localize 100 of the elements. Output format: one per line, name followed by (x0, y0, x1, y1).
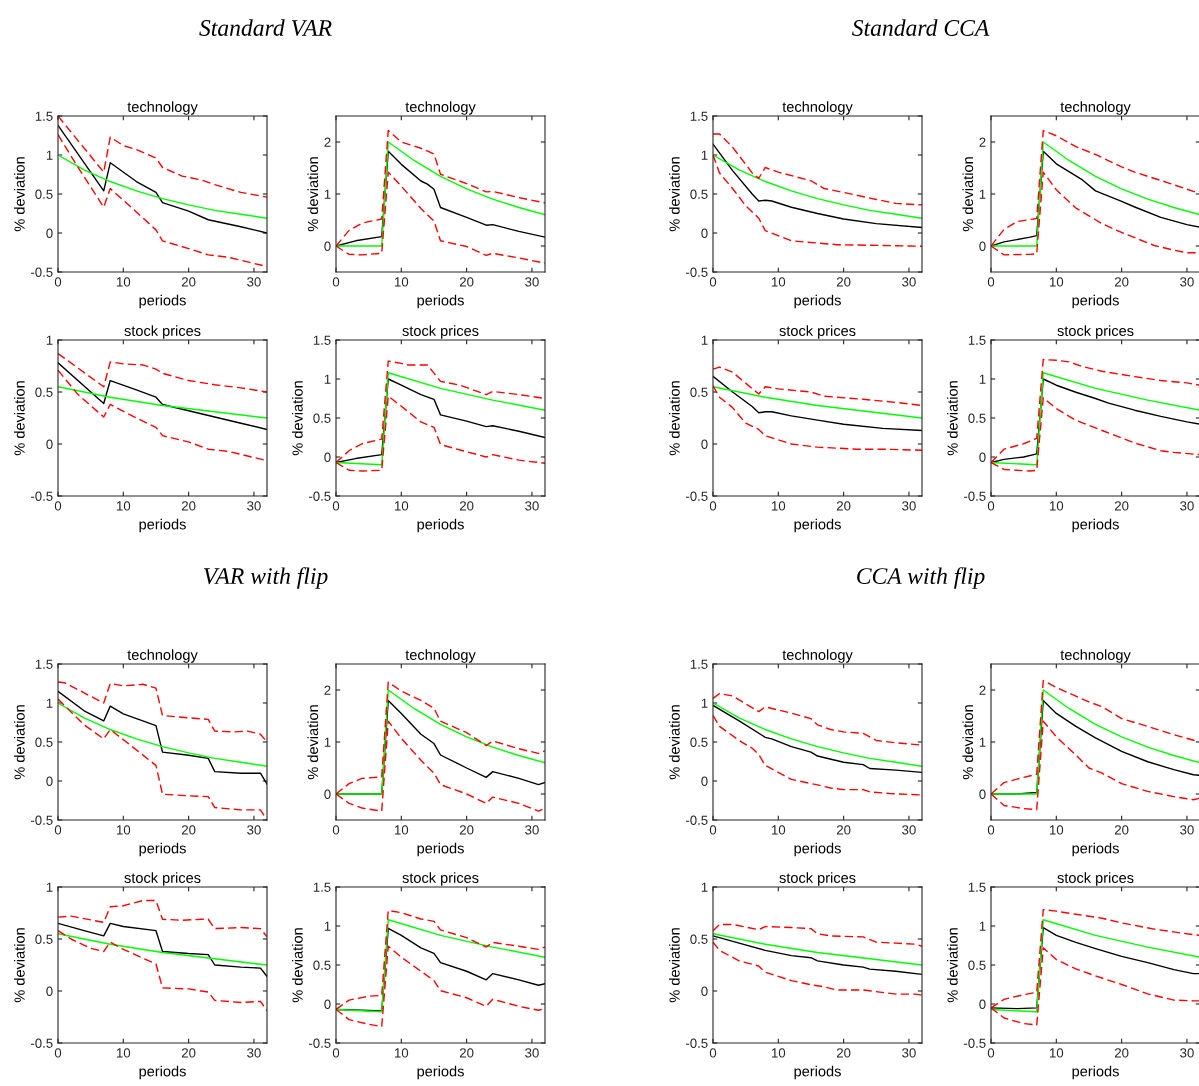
y-tick-label: 1 (701, 150, 708, 160)
y-tick-label: 0 (324, 789, 331, 799)
y-tick-label: 0.5 (35, 189, 53, 199)
y-tick-label: 1.5 (313, 335, 331, 345)
y-axis-title: % deviation (14, 928, 25, 1003)
y-tick-label: 1.5 (968, 882, 986, 892)
y-axis-title: % deviation (292, 381, 303, 456)
y-axis-title: % deviation (307, 157, 319, 232)
x-tick-label: 10 (394, 501, 409, 511)
line-series (58, 702, 267, 767)
x-tick-label: 0 (332, 1048, 340, 1058)
x-tick-label: 10 (771, 277, 786, 287)
y-tick-label: 1 (979, 737, 986, 747)
line-series (58, 369, 267, 462)
x-tick-label: 20 (459, 1048, 474, 1058)
x-axis-title: periods (1072, 1065, 1119, 1080)
line-series (713, 154, 922, 219)
x-axis-title: periods (794, 294, 841, 309)
x-tick-label: 10 (116, 825, 131, 835)
y-tick-label: 0.5 (968, 960, 986, 970)
y-axis-title: % deviation (292, 928, 303, 1003)
line-series (713, 366, 922, 407)
x-tick-label: 0 (54, 277, 62, 287)
y-tick-label: -0.5 (685, 815, 708, 825)
x-tick-label: 20 (836, 825, 851, 835)
y-tick-label: 1 (701, 698, 708, 708)
y-tick-label: 0 (701, 986, 708, 996)
x-tick-label: 20 (459, 501, 474, 511)
x-tick-label: 0 (987, 277, 995, 287)
y-tick-label: 0 (46, 228, 53, 238)
x-tick-label: 10 (1049, 825, 1064, 835)
y-tick-label: 2 (324, 137, 331, 147)
y-tick-label: 2 (979, 137, 986, 147)
y-tick-label: 1 (701, 335, 708, 345)
y-axis-title: % deviation (14, 705, 25, 780)
x-tick-label: 30 (247, 277, 261, 287)
line-series (713, 692, 922, 746)
y-tick-label: 1 (46, 882, 53, 892)
y-tick-label: -0.5 (308, 491, 331, 501)
y-tick-label: 0 (46, 986, 53, 996)
x-tick-label: 30 (902, 501, 916, 511)
chart-title: stock prices (402, 325, 479, 339)
x-axis-title: periods (1072, 518, 1119, 533)
chart-subtitle: CCA with flip (857, 567, 985, 589)
y-tick-label: 0 (46, 439, 53, 449)
chart-title: stock prices (779, 325, 856, 339)
x-tick-label: 0 (987, 1048, 995, 1058)
chart-title: technology (782, 649, 853, 663)
chart-title: technology (127, 101, 198, 115)
x-tick-label: 20 (459, 825, 474, 835)
chart-title: stock prices (1057, 872, 1134, 886)
chart-title: stock prices (402, 872, 479, 886)
y-tick-label: 0 (979, 241, 986, 251)
y-tick-label: -0.5 (963, 491, 986, 501)
y-tick-label: 1 (979, 189, 986, 199)
x-tick-label: 20 (181, 825, 196, 835)
y-tick-label: 1.5 (35, 111, 53, 121)
x-axis-title: periods (139, 1065, 186, 1080)
chart-subtitle: Standard CCA (852, 19, 990, 36)
x-tick-label: 20 (1114, 825, 1129, 835)
x-tick-label: 10 (116, 501, 131, 511)
y-tick-label: 1.5 (690, 111, 708, 121)
x-tick-label: 20 (836, 1048, 851, 1058)
y-axis-title: % deviation (669, 705, 680, 780)
x-tick-label: 0 (709, 277, 717, 287)
x-axis-title: periods (794, 842, 841, 857)
y-axis-title: % deviation (14, 381, 25, 456)
line-series (58, 899, 267, 938)
line-series (713, 923, 922, 947)
x-tick-label: 30 (902, 1048, 916, 1058)
y-tick-label: 0 (701, 439, 708, 449)
y-tick-label: 0 (979, 452, 986, 462)
chart-title: technology (1060, 101, 1131, 115)
y-tick-label: 1 (324, 921, 331, 931)
chart-title: stock prices (124, 872, 201, 886)
x-tick-label: 0 (54, 825, 62, 835)
x-tick-label: 10 (1049, 277, 1064, 287)
y-tick-label: 0.5 (690, 387, 708, 397)
chart-title: technology (1060, 649, 1131, 663)
line-series (713, 385, 922, 451)
line-series (713, 714, 922, 796)
y-tick-label: 1 (324, 189, 331, 199)
y-tick-label: 0 (324, 452, 331, 462)
y-axis-title: % deviation (962, 157, 974, 232)
y-axis-title: % deviation (947, 381, 958, 456)
x-tick-label: 10 (771, 1048, 786, 1058)
x-axis-title: periods (1072, 842, 1119, 857)
chart-title: stock prices (779, 872, 856, 886)
x-tick-label: 10 (394, 825, 409, 835)
line-series (58, 690, 267, 785)
x-tick-label: 30 (525, 825, 539, 835)
x-tick-label: 20 (181, 501, 196, 511)
chart-title: technology (127, 649, 198, 663)
x-tick-label: 30 (902, 277, 916, 287)
x-axis-title: periods (139, 842, 186, 857)
y-axis-title: % deviation (669, 157, 680, 232)
x-tick-label: 30 (525, 277, 539, 287)
x-tick-label: 10 (116, 277, 131, 287)
y-tick-label: 1 (46, 335, 53, 345)
y-tick-label: 1 (324, 737, 331, 747)
